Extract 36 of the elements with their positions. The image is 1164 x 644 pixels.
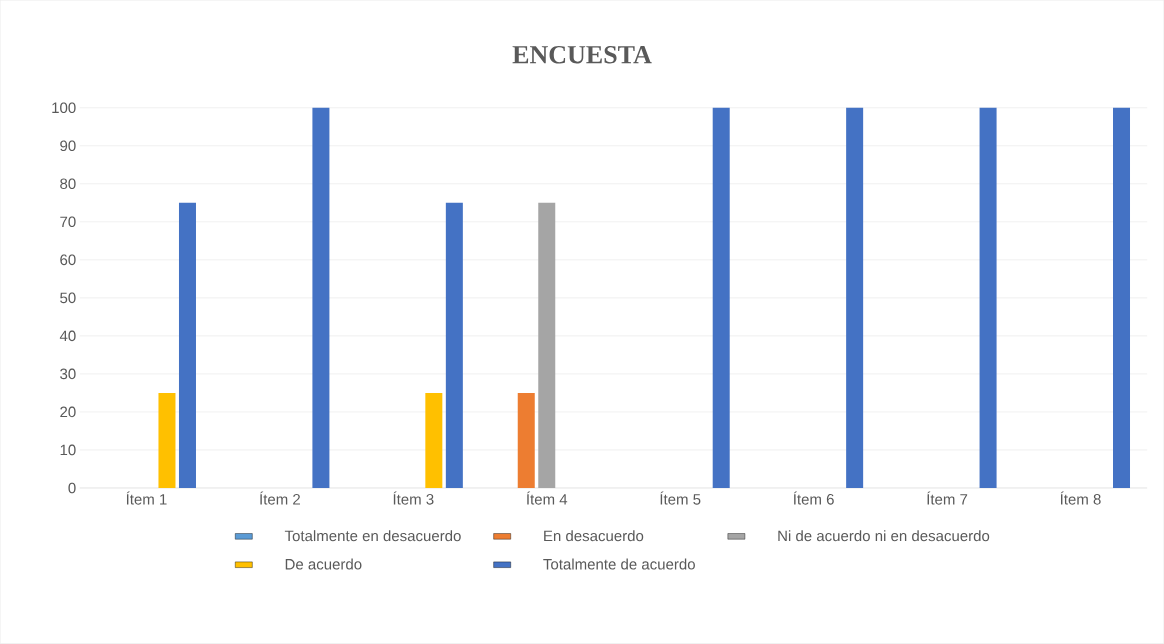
- legend-label: Totalmente de acuerdo: [543, 558, 695, 570]
- bar: [1113, 107, 1131, 489]
- chart-title: ENCUESTA: [512, 46, 652, 64]
- bar: [517, 393, 535, 489]
- y-tick-label: 70: [60, 216, 76, 228]
- y-tick-label: 90: [60, 140, 76, 152]
- x-tick-label: Ítem 5: [660, 491, 701, 505]
- bar: [312, 107, 330, 489]
- y-tick-label: 100: [52, 102, 76, 114]
- y-tick-label: 50: [60, 292, 76, 304]
- x-tick-label: Ítem 6: [793, 491, 834, 505]
- bar: [846, 107, 864, 489]
- bar: [425, 393, 443, 489]
- x-tick-label: Ítem 1: [126, 491, 167, 505]
- legend-label: En desacuerdo: [544, 530, 644, 542]
- y-tick-label: 0: [68, 482, 76, 494]
- y-tick-label: 10: [60, 444, 76, 456]
- x-tick-label: Ítem 4: [526, 491, 568, 505]
- y-tick-label: 20: [60, 406, 76, 418]
- bar: [979, 107, 997, 489]
- bar: [538, 202, 556, 489]
- y-tick-label: 30: [60, 368, 76, 380]
- y-tick-label: 40: [59, 330, 76, 342]
- legend-label: De acuerdo: [285, 558, 362, 570]
- x-tick-label: Ítem 7: [927, 491, 968, 505]
- legend-label: Ni de acuerdo ni en desacuerdo: [778, 530, 990, 542]
- x-tick-label: Ítem 8: [1060, 491, 1101, 505]
- bar: [178, 202, 196, 489]
- bar: [158, 393, 176, 489]
- y-tick-label: 80: [60, 178, 76, 190]
- x-tick-label: Ítem 3: [393, 491, 434, 505]
- legend-label: Totalmente en desacuerdo: [284, 530, 461, 542]
- bar: [445, 202, 463, 489]
- x-tick-label: Ítem 2: [260, 491, 300, 505]
- bar: [712, 107, 730, 489]
- y-tick-label: 60: [60, 254, 76, 266]
